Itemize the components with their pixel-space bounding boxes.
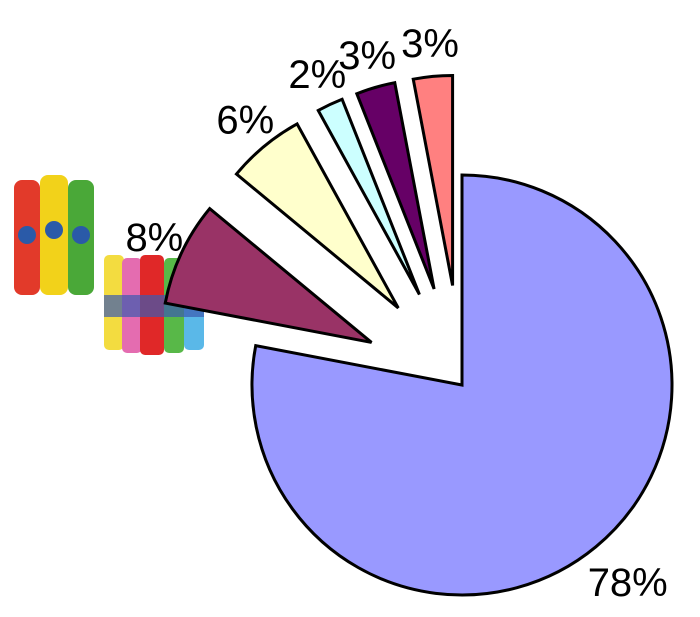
pie-slice bbox=[234, 121, 400, 310]
slice-label: 3% bbox=[401, 22, 459, 66]
slice-label: 6% bbox=[216, 99, 274, 143]
pie-slice bbox=[316, 97, 421, 296]
slice-label: 2% bbox=[288, 53, 346, 97]
slice-label: 8% bbox=[125, 216, 183, 260]
pie-slice bbox=[163, 206, 373, 344]
pie-slice bbox=[354, 80, 436, 290]
pie-slice bbox=[250, 173, 674, 597]
slice-label: 3% bbox=[338, 34, 396, 78]
pie-slice bbox=[411, 73, 455, 286]
slice-label: 78% bbox=[588, 561, 668, 605]
product-image-cif bbox=[12, 165, 100, 300]
